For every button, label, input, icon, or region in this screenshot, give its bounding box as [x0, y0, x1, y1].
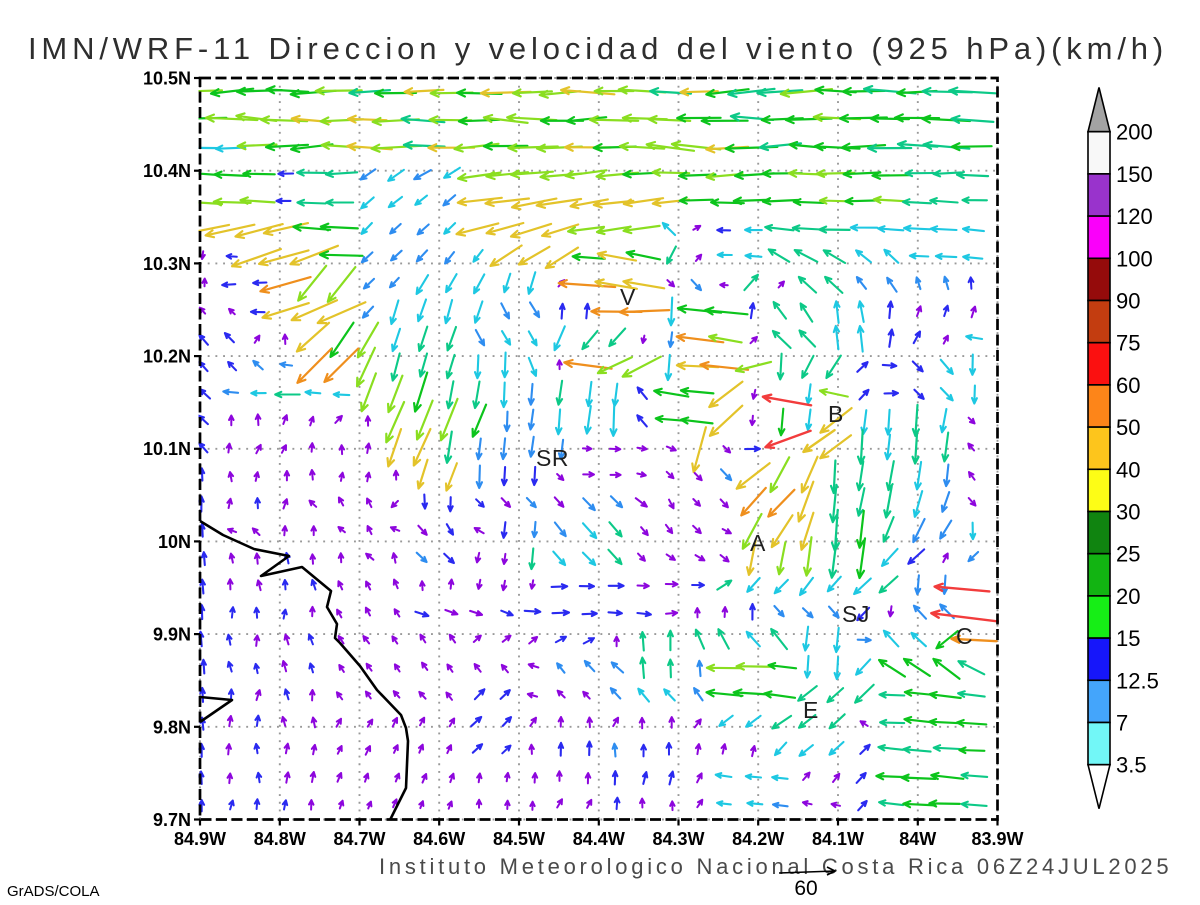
svg-text:60: 60 [1116, 373, 1140, 398]
svg-text:SR: SR [536, 445, 569, 471]
svg-text:84.4W: 84.4W [573, 829, 625, 849]
svg-text:84.3W: 84.3W [652, 829, 704, 849]
svg-text:10.2N: 10.2N [143, 347, 191, 367]
svg-text:10.4N: 10.4N [143, 161, 191, 181]
svg-text:25: 25 [1116, 542, 1140, 567]
svg-text:84.7W: 84.7W [333, 829, 385, 849]
svg-text:84.2W: 84.2W [732, 829, 784, 849]
svg-text:84.5W: 84.5W [493, 829, 545, 849]
svg-text:10N: 10N [158, 532, 191, 552]
svg-text:20: 20 [1116, 584, 1140, 609]
svg-text:9.9N: 9.9N [153, 625, 191, 645]
svg-text:9.8N: 9.8N [153, 717, 191, 737]
svg-text:A: A [750, 530, 766, 556]
svg-text:30: 30 [1116, 500, 1140, 525]
svg-text:3.5: 3.5 [1116, 753, 1147, 778]
svg-text:GrADS/COLA: GrADS/COLA [7, 883, 100, 900]
svg-text:V: V [620, 284, 636, 310]
svg-text:120: 120 [1116, 204, 1153, 229]
svg-text:84.1W: 84.1W [812, 829, 864, 849]
svg-text:9.7N: 9.7N [153, 810, 191, 830]
svg-text:100: 100 [1116, 246, 1153, 271]
svg-text:83.9W: 83.9W [971, 829, 1023, 849]
svg-text:Instituto Meteorologico Nacion: Instituto Meteorologico Nacional Costa R… [379, 854, 1172, 879]
svg-text:12.5: 12.5 [1116, 668, 1159, 693]
svg-text:IMN/WRF-11 Direccion y velocid: IMN/WRF-11 Direccion y velocidad del vie… [28, 31, 1168, 66]
svg-text:15: 15 [1116, 626, 1140, 651]
svg-text:150: 150 [1116, 162, 1153, 187]
svg-text:7: 7 [1116, 711, 1128, 736]
svg-text:50: 50 [1116, 415, 1140, 440]
svg-text:90: 90 [1116, 289, 1140, 314]
svg-text:84.9W: 84.9W [174, 829, 226, 849]
svg-text:84W: 84W [899, 829, 936, 849]
svg-text:B: B [828, 401, 844, 427]
svg-text:SJ: SJ [842, 601, 870, 627]
svg-text:C: C [956, 623, 973, 649]
svg-text:40: 40 [1116, 457, 1140, 482]
svg-text:E: E [803, 697, 819, 723]
svg-text:10.1N: 10.1N [143, 439, 191, 459]
svg-text:10.5N: 10.5N [143, 69, 191, 89]
svg-text:200: 200 [1116, 120, 1153, 145]
svg-text:10.3N: 10.3N [143, 254, 191, 274]
svg-text:84.6W: 84.6W [413, 829, 465, 849]
svg-text:75: 75 [1116, 331, 1140, 356]
svg-text:84.8W: 84.8W [254, 829, 306, 849]
svg-text:60: 60 [794, 877, 817, 900]
